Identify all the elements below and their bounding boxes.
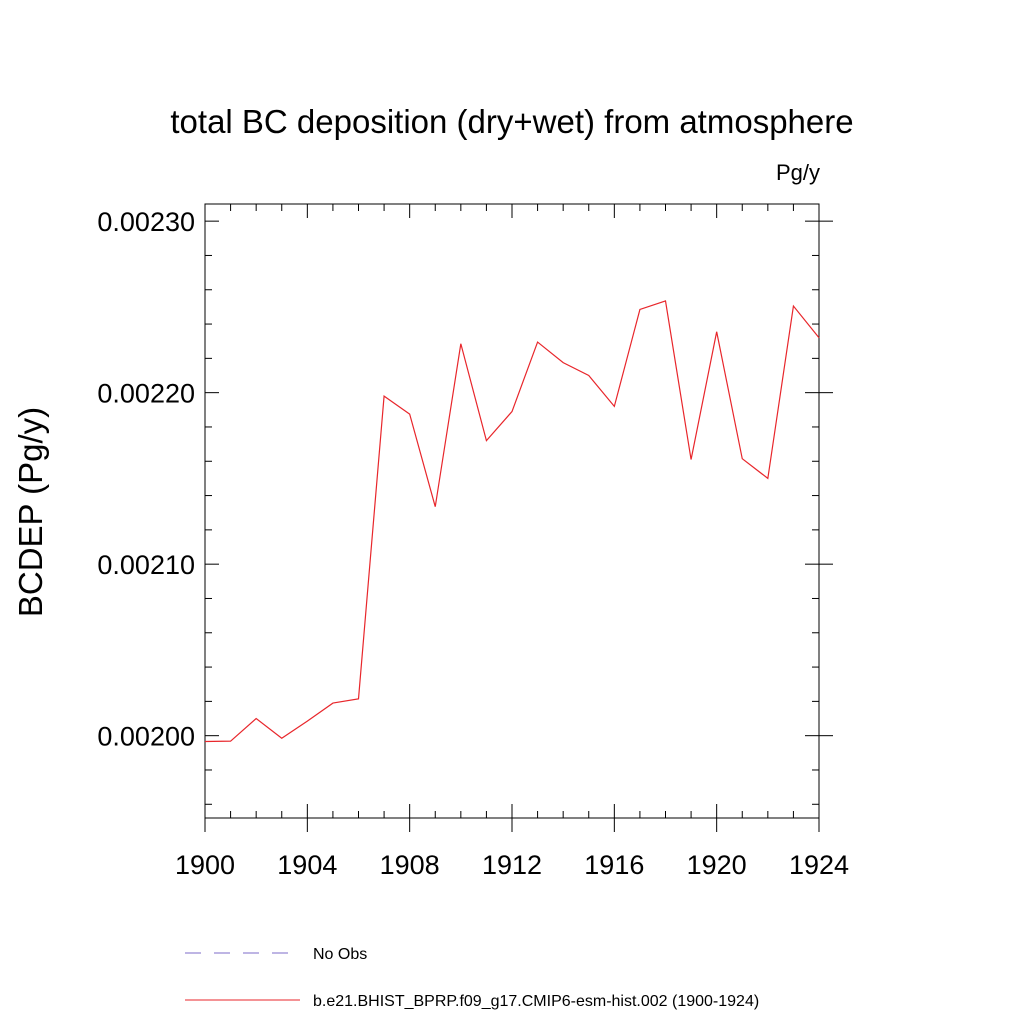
y-tick-label: 0.00210 — [97, 550, 195, 580]
series-line-0 — [204, 300, 820, 743]
x-tick-label: 1916 — [584, 850, 644, 880]
x-tick-label: 1908 — [380, 850, 440, 880]
legend-label-model: b.e21.BHIST_BPRP.f09_g17.CMIP6-esm-hist.… — [313, 993, 759, 1010]
y-axis: 0.00200 0.00210 0.00220 0.00230 — [97, 207, 833, 805]
chart-title: total BC deposition (dry+wet) from atmos… — [170, 103, 853, 140]
legend-label-no-obs: No Obs — [313, 946, 367, 963]
legend: No Obs b.e21.BHIST_BPRP.f09_g17.CMIP6-es… — [185, 946, 759, 1010]
y-tick-label: 0.00230 — [97, 207, 195, 237]
x-tick-label: 1924 — [789, 850, 849, 880]
x-tick-label: 1900 — [175, 850, 235, 880]
x-tick-label: 1912 — [482, 850, 542, 880]
x-axis: 1900 1904 1908 1912 1916 1920 1924 — [175, 204, 849, 880]
x-tick-label: 1904 — [277, 850, 337, 880]
plot-frame — [204, 203, 820, 819]
y-tick-label: 0.00220 — [97, 379, 195, 409]
plot-border — [204, 203, 820, 819]
y-tick-label: 0.00200 — [97, 722, 195, 752]
units-label: Pg/y — [776, 160, 820, 185]
series-layer — [204, 300, 820, 743]
x-tick-label: 1920 — [687, 850, 747, 880]
y-axis-label: BCDEP (Pg/y) — [12, 407, 49, 617]
